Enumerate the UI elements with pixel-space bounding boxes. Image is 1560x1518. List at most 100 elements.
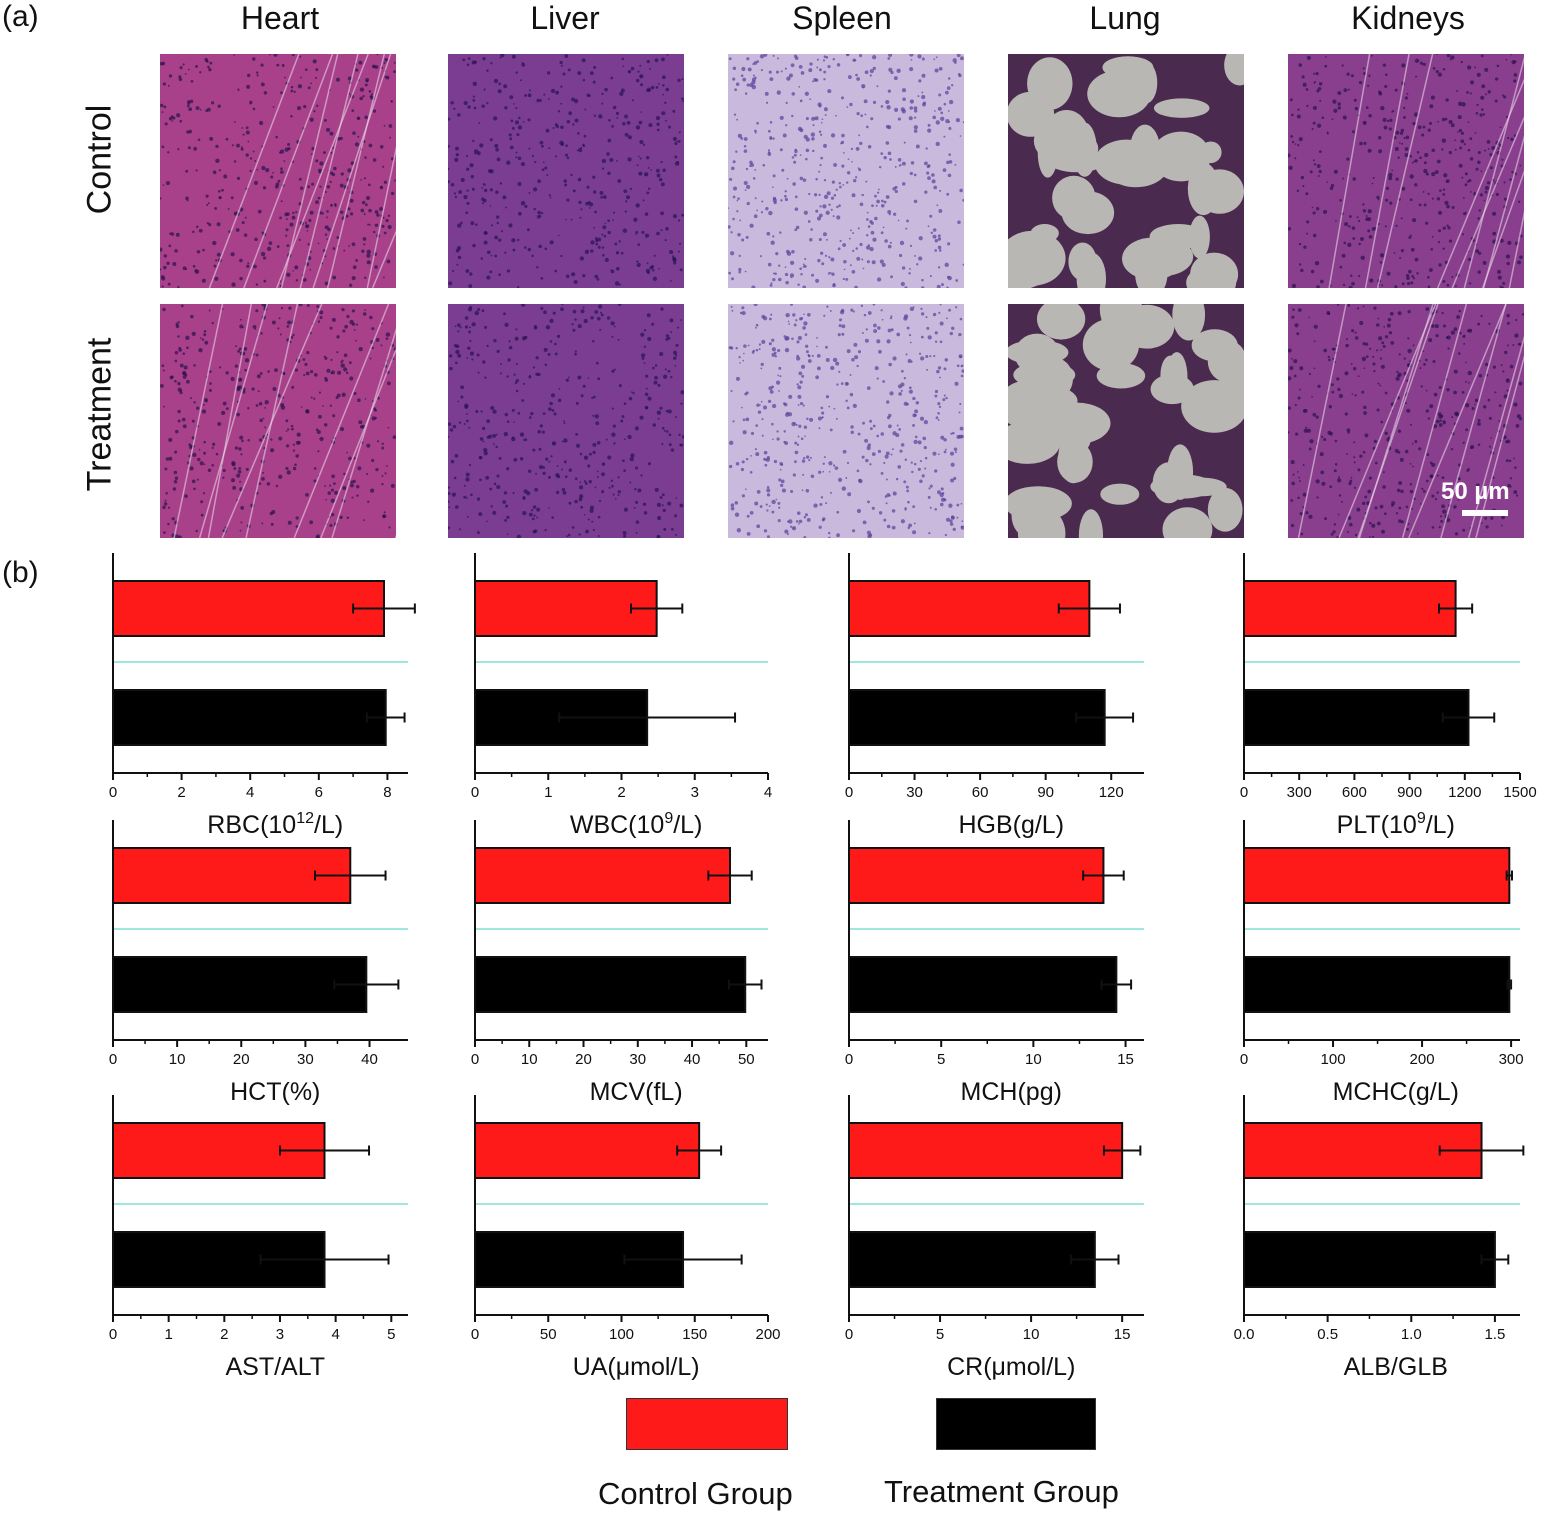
column-heading-heart: Heart: [240, 0, 320, 36]
mchpg-bar-treatment: [848, 956, 1118, 1013]
mchcgl-tick-label: 200: [1410, 1051, 1435, 1068]
mcvfl-tick-label: 30: [629, 1051, 646, 1068]
hgbgl-tick-label: 30: [906, 784, 923, 801]
legend-swatch-treatment: [936, 1398, 1096, 1450]
wbcl-tick-label: 4: [764, 784, 772, 801]
crmoll-bar-control: [848, 1122, 1124, 1179]
hgbgl-tick-label: 90: [1037, 784, 1054, 801]
crmoll-tick-label: 0: [845, 1326, 853, 1343]
histology-image-spleen-treatment: [728, 304, 964, 538]
hct-tick-label: 10: [169, 1051, 186, 1068]
wbcl-axis-title: WBC(109/L): [570, 810, 703, 839]
histology-image-kidneys-control: [1288, 54, 1524, 288]
albglb-tick-label: 1.5: [1484, 1326, 1505, 1343]
mchpg-axis-title: MCH(pg): [961, 1078, 1062, 1106]
pltl-bar-treatment: [1243, 689, 1470, 746]
pltl-tick-label: 600: [1342, 784, 1367, 801]
astalt-axis-title: AST/ALT: [225, 1353, 325, 1381]
crmoll-tick-label: 5: [936, 1326, 944, 1343]
column-heading-liver: Liver: [530, 0, 600, 36]
histology-image-kidneys-treatment: [1288, 304, 1524, 538]
rbcl-tick-label: 0: [109, 784, 117, 801]
histology-image-heart-treatment: [160, 304, 396, 538]
mchpg-tick-label: 0: [845, 1051, 853, 1068]
mcvfl-tick-label: 40: [684, 1051, 701, 1068]
hgbgl-bar-control: [848, 580, 1091, 637]
column-heading-lung: Lung: [1089, 0, 1161, 36]
hct-tick-label: 30: [297, 1051, 314, 1068]
pltl-tick-label: 900: [1397, 784, 1422, 801]
panel-label-b: (b): [2, 556, 39, 589]
mcvfl-tick-label: 0: [471, 1051, 479, 1068]
mchpg-tick-label: 15: [1117, 1051, 1134, 1068]
rbcl-axis-title: RBC(1012/L): [207, 810, 343, 839]
crmoll-axis-title: CR(μmol/L): [947, 1353, 1075, 1381]
histology-image-heart-control: [160, 54, 396, 288]
wbcl-bar-control: [474, 580, 658, 637]
pltl-axis-title: PLT(109/L): [1337, 810, 1455, 839]
rbcl-tick-label: 6: [315, 784, 323, 801]
wbcl-tick-label: 3: [691, 784, 699, 801]
column-heading-spleen: Spleen: [792, 0, 892, 36]
crmoll-tick-label: 15: [1114, 1326, 1131, 1343]
scale-bar-label: 50 µm: [1441, 478, 1510, 505]
mcvfl-axis-title: MCV(fL): [590, 1078, 683, 1106]
mcvfl-bar-treatment: [474, 956, 747, 1013]
mchpg-tick-label: 10: [1025, 1051, 1042, 1068]
uamoll-tick-label: 200: [755, 1326, 780, 1343]
mchpg-bar-control: [848, 847, 1105, 904]
hct-axis-title: HCT(%): [230, 1078, 320, 1106]
crmoll-tick-label: 10: [1023, 1326, 1040, 1343]
hct-tick-label: 40: [361, 1051, 378, 1068]
uamoll-tick-label: 100: [609, 1326, 634, 1343]
uamoll-axis-title: UA(μmol/L): [573, 1353, 700, 1381]
mchcgl-tick-label: 300: [1499, 1051, 1524, 1068]
legend-swatch-control: [626, 1398, 788, 1450]
mchcgl-axis-title: MCHC(g/L): [1333, 1078, 1459, 1106]
histology-image-liver-treatment: [448, 304, 684, 538]
uamoll-tick-label: 0: [471, 1326, 479, 1343]
rbcl-tick-label: 4: [246, 784, 254, 801]
pltl-tick-label: 300: [1287, 784, 1312, 801]
albglb-tick-label: 0.0: [1234, 1326, 1255, 1343]
uamoll-bar-control: [474, 1122, 701, 1179]
hgbgl-tick-label: 120: [1099, 784, 1124, 801]
legend-label-treatment: Treatment Group: [884, 1474, 1119, 1509]
column-heading-kidneys: Kidneys: [1351, 0, 1465, 36]
pltl-tick-label: 1200: [1448, 784, 1481, 801]
hct-bar-control: [112, 847, 352, 904]
pltl-tick-label: 0: [1240, 784, 1248, 801]
astalt-tick-label: 1: [164, 1326, 172, 1343]
astalt-tick-label: 2: [220, 1326, 228, 1343]
hct-bar-treatment: [112, 956, 368, 1013]
scale-bar: [1462, 510, 1508, 516]
mcvfl-tick-label: 50: [738, 1051, 755, 1068]
crmoll-bar-treatment: [848, 1231, 1096, 1288]
albglb-tick-label: 1.0: [1401, 1326, 1422, 1343]
rbcl-tick-label: 8: [383, 784, 391, 801]
albglb-bar-treatment: [1243, 1231, 1496, 1288]
histology-image-liver-control: [448, 54, 684, 288]
mchpg-tick-label: 5: [937, 1051, 945, 1068]
pltl-bar-control: [1243, 580, 1457, 637]
uamoll-tick-label: 150: [682, 1326, 707, 1343]
histology-image-lung-treatment: [1008, 304, 1244, 538]
astalt-tick-label: 4: [331, 1326, 339, 1343]
mcvfl-bar-control: [474, 847, 732, 904]
wbcl-tick-label: 2: [617, 784, 625, 801]
hct-tick-label: 20: [233, 1051, 250, 1068]
hct-tick-label: 0: [109, 1051, 117, 1068]
histology-image-lung-control: [1008, 54, 1244, 288]
mchcgl-tick-label: 0: [1240, 1051, 1248, 1068]
wbcl-tick-label: 1: [544, 784, 552, 801]
mchcgl-bar-control: [1243, 847, 1511, 904]
astalt-tick-label: 3: [276, 1326, 284, 1343]
mcvfl-tick-label: 10: [521, 1051, 538, 1068]
wbcl-tick-label: 0: [471, 784, 479, 801]
uamoll-tick-label: 50: [540, 1326, 557, 1343]
mchcgl-bar-treatment: [1243, 956, 1511, 1013]
panel-label-a: (a): [2, 0, 39, 33]
hgbgl-bar-treatment: [848, 689, 1106, 746]
mchcgl-tick-label: 100: [1321, 1051, 1346, 1068]
